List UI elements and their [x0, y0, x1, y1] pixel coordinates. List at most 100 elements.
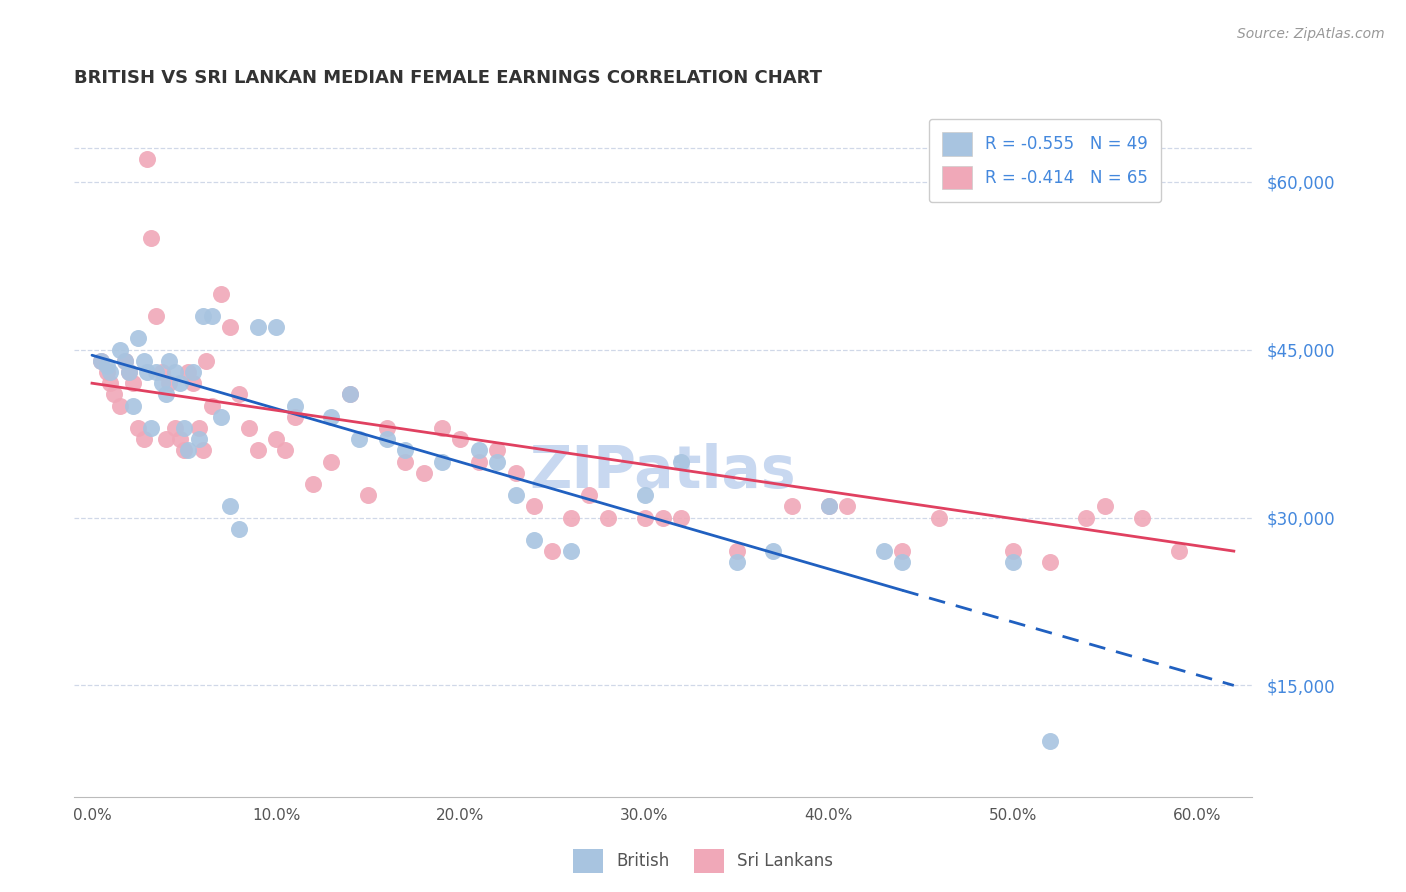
Point: [302, 477, 325, 491]
Point: [177, 443, 200, 458]
Point: [339, 387, 361, 401]
Point: [835, 500, 858, 514]
Point: [145, 365, 167, 379]
Point: [219, 500, 242, 514]
Point: [1039, 555, 1062, 569]
Point: [284, 409, 307, 424]
Point: [118, 365, 141, 379]
Point: [321, 409, 343, 424]
Point: [228, 387, 250, 401]
Text: BRITISH VS SRI LANKAN MEDIAN FEMALE EARNINGS CORRELATION CHART: BRITISH VS SRI LANKAN MEDIAN FEMALE EARN…: [73, 69, 821, 87]
Legend: British, Sri Lankans: British, Sri Lankans: [565, 842, 841, 880]
Point: [187, 432, 209, 446]
Point: [108, 399, 131, 413]
Point: [132, 432, 155, 446]
Point: [114, 353, 136, 368]
Point: [177, 365, 200, 379]
Point: [284, 399, 307, 413]
Point: [633, 510, 655, 524]
Point: [155, 387, 177, 401]
Point: [103, 387, 125, 401]
Point: [157, 376, 180, 391]
Point: [191, 443, 214, 458]
Point: [238, 421, 260, 435]
Point: [181, 365, 204, 379]
Point: [505, 466, 527, 480]
Point: [139, 421, 162, 435]
Point: [195, 353, 218, 368]
Point: [264, 432, 287, 446]
Point: [96, 359, 118, 374]
Point: [136, 365, 159, 379]
Point: [523, 500, 546, 514]
Point: [90, 353, 112, 368]
Point: [578, 488, 600, 502]
Point: [1094, 500, 1116, 514]
Point: [762, 544, 785, 558]
Point: [505, 488, 527, 502]
Point: [1130, 510, 1153, 524]
Point: [412, 466, 434, 480]
Point: [100, 365, 122, 379]
Point: [1001, 555, 1024, 569]
Point: [157, 353, 180, 368]
Point: [127, 421, 149, 435]
Point: [246, 320, 269, 334]
Point: [209, 286, 232, 301]
Point: [394, 443, 416, 458]
Point: [155, 432, 177, 446]
Text: ZIPatlas: ZIPatlas: [530, 442, 796, 500]
Point: [486, 454, 509, 468]
Point: [169, 376, 191, 391]
Point: [136, 153, 159, 167]
Point: [201, 399, 224, 413]
Point: [671, 510, 693, 524]
Point: [169, 432, 191, 446]
Point: [264, 320, 287, 334]
Point: [817, 500, 839, 514]
Point: [523, 533, 546, 547]
Point: [145, 309, 167, 323]
Point: [187, 421, 209, 435]
Point: [1001, 544, 1024, 558]
Point: [891, 555, 914, 569]
Point: [163, 421, 186, 435]
Point: [394, 454, 416, 468]
Point: [96, 365, 118, 379]
Point: [127, 331, 149, 345]
Point: [163, 365, 186, 379]
Point: [100, 376, 122, 391]
Point: [209, 409, 232, 424]
Point: [150, 376, 173, 391]
Point: [228, 522, 250, 536]
Point: [201, 309, 224, 323]
Point: [1167, 544, 1189, 558]
Point: [108, 343, 131, 357]
Point: [891, 544, 914, 558]
Point: [121, 376, 143, 391]
Point: [1039, 734, 1062, 748]
Point: [274, 443, 297, 458]
Point: [321, 454, 343, 468]
Point: [817, 500, 839, 514]
Point: [468, 454, 491, 468]
Point: [191, 309, 214, 323]
Point: [928, 510, 950, 524]
Point: [118, 365, 141, 379]
Point: [725, 544, 748, 558]
Point: [339, 387, 361, 401]
Point: [139, 230, 162, 244]
Legend: R = -0.555   N = 49, R = -0.414   N = 65: R = -0.555 N = 49, R = -0.414 N = 65: [928, 119, 1161, 202]
Point: [541, 544, 564, 558]
Point: [173, 443, 195, 458]
Point: [173, 421, 195, 435]
Point: [671, 454, 693, 468]
Point: [873, 544, 896, 558]
Point: [375, 432, 398, 446]
Point: [90, 353, 112, 368]
Point: [725, 555, 748, 569]
Point: [430, 454, 453, 468]
Point: [114, 353, 136, 368]
Point: [246, 443, 269, 458]
Point: [560, 510, 582, 524]
